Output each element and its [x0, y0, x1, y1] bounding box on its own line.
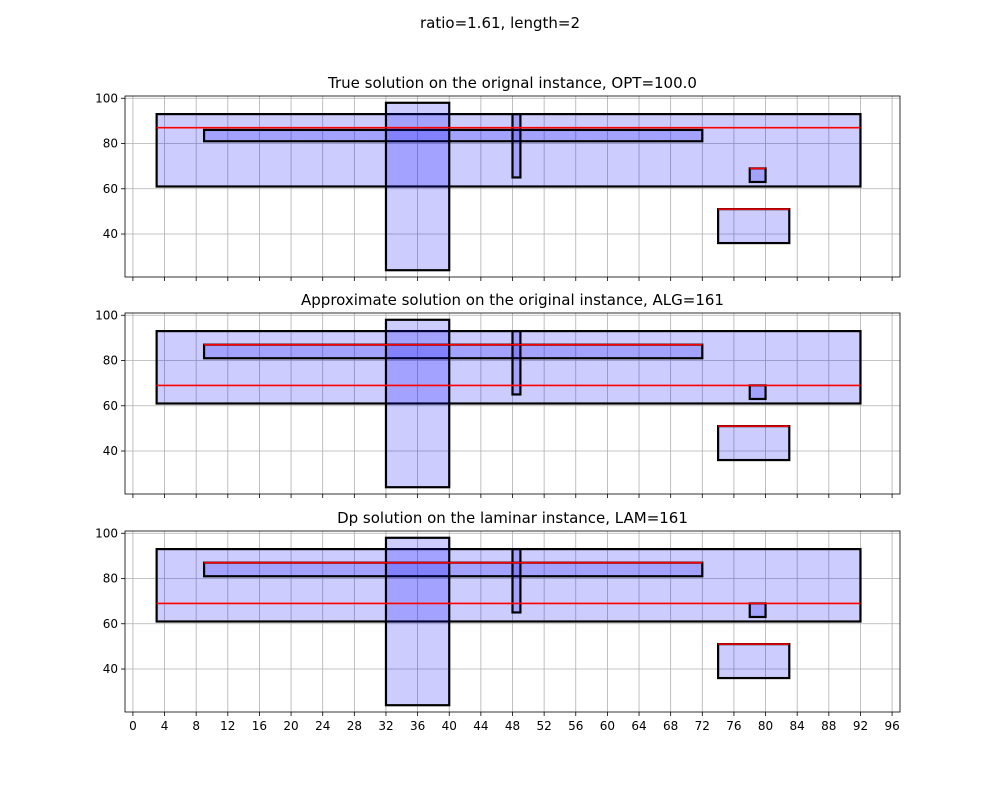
y-tick-label: 60 [103, 399, 118, 413]
y-tick-label: 40 [103, 227, 118, 241]
x-tick-label: 60 [600, 719, 615, 733]
interval-rectangle [511, 547, 522, 614]
x-tick-label: 24 [315, 719, 330, 733]
x-tick-label: 56 [568, 719, 583, 733]
x-tick-label: 88 [821, 719, 836, 733]
interval-rectangle [717, 425, 791, 462]
x-tick-label: 32 [378, 719, 393, 733]
interval-rectangle [202, 561, 704, 578]
interval-rectangle [155, 547, 862, 623]
interval-rectangle [717, 208, 791, 245]
x-tick-label: 36 [410, 719, 425, 733]
panel-title: Approximate solution on the original ins… [301, 291, 724, 309]
chart-panels: True solution on the orignal instance, O… [95, 74, 901, 733]
interval-rectangle [155, 112, 862, 188]
y-tick-label: 40 [103, 444, 118, 458]
panel-title: Dp solution on the laminar instance, LAM… [337, 509, 688, 527]
x-tick-label: 28 [347, 719, 362, 733]
y-tick-label: 40 [103, 662, 118, 676]
y-tick-label: 80 [103, 137, 118, 151]
x-tick-label: 92 [853, 719, 868, 733]
x-tick-label: 16 [252, 719, 267, 733]
y-tick-label: 80 [103, 572, 118, 586]
y-tick-label: 60 [103, 182, 118, 196]
interval-rectangle [717, 643, 791, 680]
interval-rectangle [384, 318, 451, 489]
y-tick-label: 100 [95, 526, 118, 540]
interval-rectangle [748, 602, 767, 619]
x-tick-label: 44 [473, 719, 488, 733]
interval-rectangle [202, 343, 704, 360]
x-tick-label: 48 [505, 719, 520, 733]
x-tick-label: 40 [442, 719, 457, 733]
interval-rectangle [511, 330, 522, 396]
y-tick-label: 100 [95, 91, 118, 105]
panel-title: True solution on the orignal instance, O… [327, 74, 697, 92]
interval-rectangle [384, 536, 451, 707]
x-tick-label: 72 [695, 719, 710, 733]
y-tick-label: 80 [103, 354, 118, 368]
chart-panel-1: True solution on the orignal instance, O… [95, 74, 901, 281]
interval-rectangle [748, 167, 767, 184]
interval-rectangle [511, 112, 522, 179]
interval-rectangle [748, 384, 767, 401]
x-tick-label: 80 [758, 719, 773, 733]
x-tick-label: 20 [283, 719, 298, 733]
interval-rectangle [202, 128, 704, 143]
interval-rectangle [155, 330, 862, 405]
x-tick-label: 76 [726, 719, 741, 733]
chart-panel-3: Dp solution on the laminar instance, LAM… [95, 509, 901, 733]
x-tick-label: 52 [536, 719, 551, 733]
interval-rectangle [384, 101, 451, 272]
figure-suptitle: ratio=1.61, length=2 [420, 14, 580, 32]
x-tick-label: 8 [192, 719, 200, 733]
x-tick-label: 64 [631, 719, 646, 733]
x-tick-label: 12 [220, 719, 235, 733]
x-tick-label: 0 [129, 719, 137, 733]
chart-panel-2: Approximate solution on the original ins… [95, 291, 901, 498]
y-tick-label: 60 [103, 617, 118, 631]
x-tick-label: 68 [663, 719, 678, 733]
y-tick-label: 100 [95, 308, 118, 322]
x-tick-label: 4 [161, 719, 169, 733]
x-tick-label: 84 [790, 719, 805, 733]
x-tick-label: 96 [884, 719, 899, 733]
